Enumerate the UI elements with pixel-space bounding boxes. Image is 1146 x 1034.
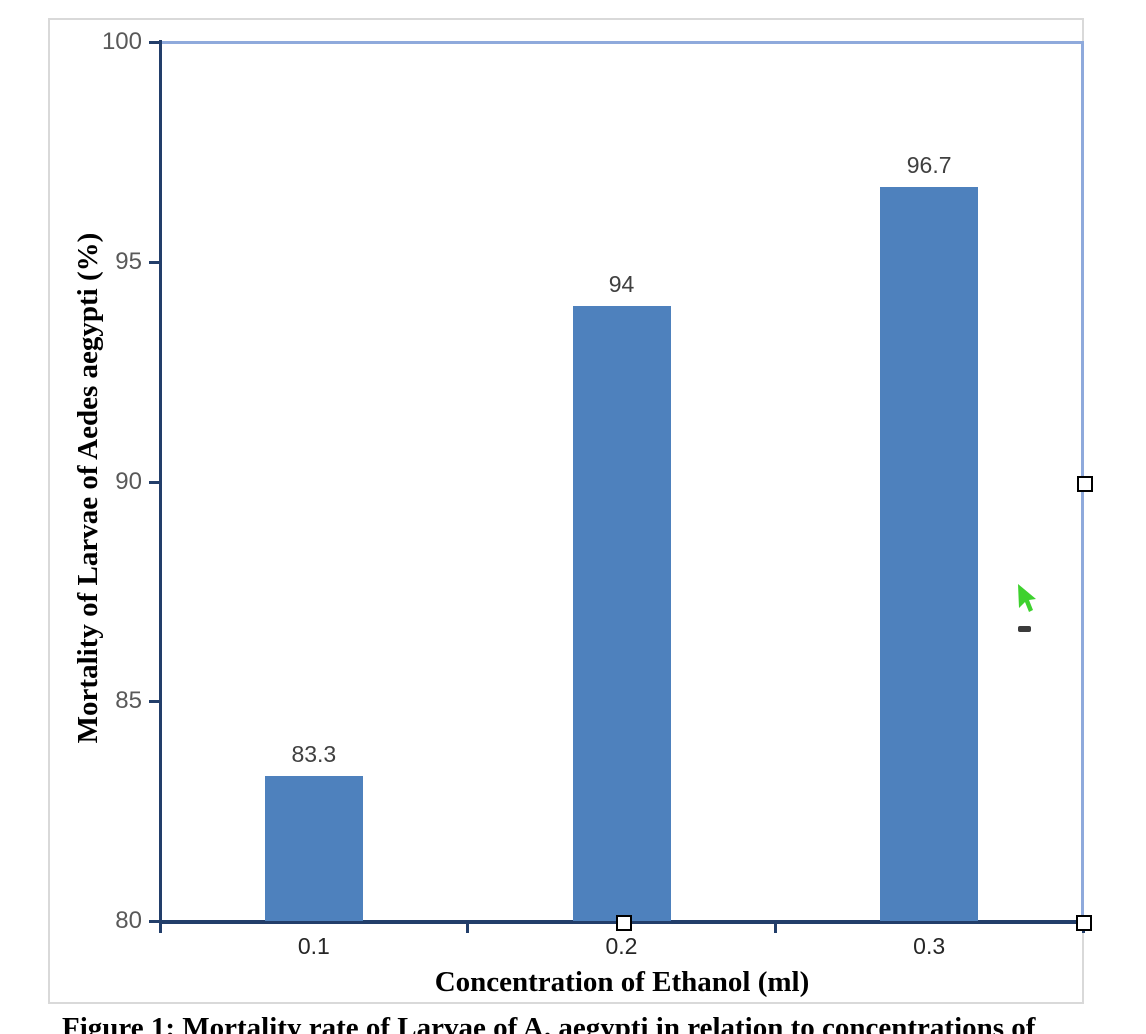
category-label: 0.3 [913,933,946,959]
y-tick-mark [149,41,161,44]
y-tick-mark [149,700,161,704]
gridline-100 [162,41,1083,44]
y-tick-mark [149,920,161,923]
category-label: 0.1 [297,933,330,959]
figure-caption: Figure 1: Mortality rate of Larvae of A.… [62,1012,1036,1034]
resize-handle-right-middle[interactable] [1077,476,1093,492]
data-label: 83.3 [291,740,337,767]
mouse-pointer-cursor-icon [1018,584,1036,612]
bar-0.3[interactable] [880,187,979,921]
y-tick-mark [149,260,161,264]
y-tick-label: 90 [115,467,142,495]
small-dash-mark [1018,626,1031,632]
data-label: 96.7 [906,152,952,179]
x-axis-title[interactable]: Concentration of Ethanol (ml) [434,966,810,998]
y-tick-label: 85 [115,687,142,715]
x-tick-mark [773,924,777,933]
category-label: 0.2 [605,933,638,959]
y-tick-label: 80 [115,907,142,934]
resize-handle-bottom-center[interactable] [616,915,632,931]
y-tick-label: 100 [101,28,142,55]
y-tick-label: 95 [115,247,142,275]
data-label: 94 [608,270,635,297]
bar-0.2[interactable] [572,305,671,921]
y-axis-title[interactable]: Mortality of Larvae of Aedes aegypti (%) [72,232,104,744]
bar-0.1[interactable] [264,775,363,921]
y-tick-mark [149,480,161,484]
resize-handle-bottom-right[interactable] [1076,915,1092,931]
x-tick-mark [466,924,470,933]
x-tick-mark [158,924,162,933]
